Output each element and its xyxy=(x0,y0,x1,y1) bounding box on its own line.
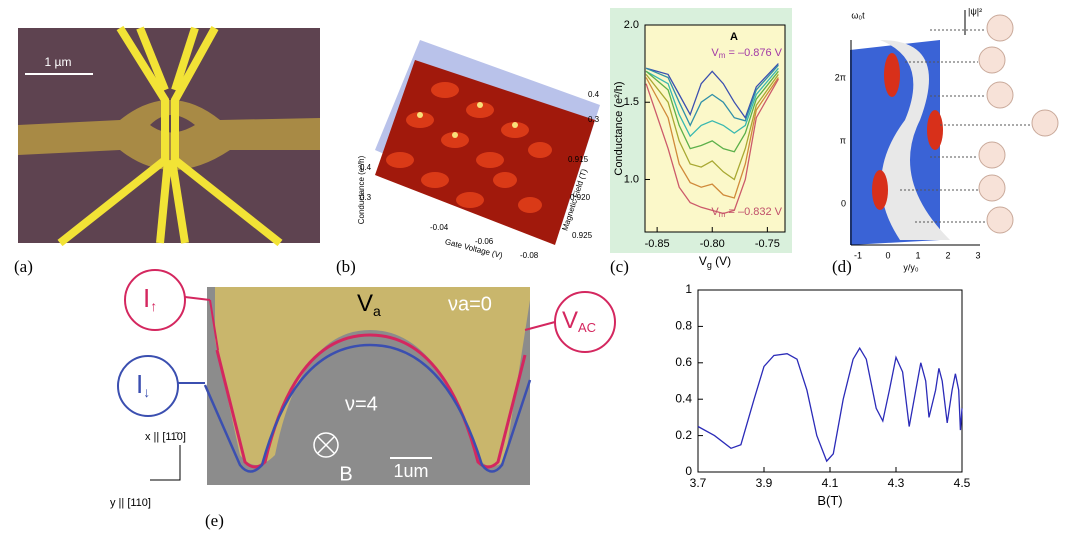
y-tick-label: 0.2 xyxy=(675,428,692,442)
axis-label: Gate Voltage (V) xyxy=(444,237,504,260)
label: ν=4 xyxy=(345,393,378,415)
tick-label: 0.3 xyxy=(588,115,600,124)
annotation: V xyxy=(711,47,719,59)
y-tick-label: 0 xyxy=(685,464,692,478)
tick-label: 0 xyxy=(885,250,890,260)
x-axis-label: B(T) xyxy=(817,493,842,508)
tick-label: 0.915 xyxy=(568,155,589,164)
tick-label: -0.04 xyxy=(430,223,449,232)
series-line xyxy=(645,64,779,127)
x-tick-label: 4.1 xyxy=(822,476,839,490)
chart-title: A xyxy=(730,31,738,43)
tick-label: 3 xyxy=(975,250,980,260)
x-tick-label: -0.75 xyxy=(755,238,780,250)
series-line xyxy=(645,63,779,120)
tick-label: 0 xyxy=(841,198,846,208)
tick-label: -0.08 xyxy=(520,251,539,260)
panel-a-image xyxy=(18,25,320,247)
panel-label: (d) xyxy=(832,257,852,276)
x-axis-label: g xyxy=(707,260,712,270)
plot-area xyxy=(697,289,963,473)
x-axis-label: Vg (V) xyxy=(699,254,731,270)
label: AC xyxy=(578,320,596,335)
annotation: = –0.876 V xyxy=(725,47,782,59)
annotation: m xyxy=(719,210,726,219)
tick-label: 2π xyxy=(835,72,846,82)
axis-direction: y || [110] xyxy=(110,497,151,509)
panel-label: (e) xyxy=(205,511,224,530)
tick-label: 0.925 xyxy=(572,231,593,240)
series-line xyxy=(645,70,779,153)
plot-area xyxy=(644,24,786,233)
x-tick-label: -0.85 xyxy=(645,238,670,250)
tick-label: 0.4 xyxy=(588,90,600,99)
panel-e-image xyxy=(117,269,616,485)
axis-label: Conductance (e²/h) xyxy=(357,155,366,224)
x-axis-label: V xyxy=(699,254,707,268)
annotation: V xyxy=(711,206,719,218)
series-line xyxy=(645,77,779,199)
axis-label: y/y₀ xyxy=(903,262,919,272)
tick-label: -0.06 xyxy=(475,237,494,246)
tick-label: π xyxy=(840,135,846,145)
label: B xyxy=(339,463,352,485)
annotation: m xyxy=(719,51,726,60)
axis-direction: x || [11̄0] xyxy=(145,431,186,443)
y-tick-label: 0.8 xyxy=(675,319,692,333)
y-axis-label: Conductance (e²/h) xyxy=(613,81,625,175)
panel-b-image xyxy=(375,40,600,245)
x-tick-label: 4.5 xyxy=(954,476,971,490)
label: ↓ xyxy=(143,384,150,400)
y-tick-label: 1 xyxy=(685,282,692,296)
scale-label: 1 µm xyxy=(45,55,72,69)
label: ↑ xyxy=(150,298,157,314)
label: νa=0 xyxy=(448,293,492,315)
scale-label: 1um xyxy=(393,461,428,481)
y-tick-label: 2.0 xyxy=(624,19,639,31)
x-tick-label: 3.7 xyxy=(690,476,707,490)
tick-label: 0.4 xyxy=(360,163,372,172)
annotation: = –0.832 V xyxy=(725,206,782,218)
panel-label: (b) xyxy=(336,257,356,276)
series-line xyxy=(645,78,779,215)
panel-label: (a) xyxy=(14,257,33,276)
series-line xyxy=(645,73,779,181)
x-tick-label: -0.80 xyxy=(700,238,725,250)
tick-label: 1 xyxy=(915,250,920,260)
series-line xyxy=(697,346,963,463)
y-tick-label: 0.6 xyxy=(675,355,692,369)
x-axis-label: (V) xyxy=(712,254,731,268)
y-tick-label: 1.5 xyxy=(624,96,639,108)
y-tick-label: 0.4 xyxy=(675,391,692,405)
x-tick-label: 3.9 xyxy=(756,476,773,490)
y-tick-label: 1.0 xyxy=(624,173,639,185)
tick-label: -1 xyxy=(854,250,862,260)
label: Va xyxy=(357,290,381,318)
series-line xyxy=(645,67,779,138)
label: I↑ xyxy=(143,283,157,314)
panel-d-image xyxy=(850,10,1059,246)
label: V xyxy=(562,307,578,334)
label: I xyxy=(136,369,143,399)
x-axis-label: B(T) xyxy=(817,493,842,508)
label: a xyxy=(373,303,381,319)
annotation: Vm = –0.832 V xyxy=(711,206,782,219)
annotation: Vm = –0.876 V xyxy=(711,47,782,60)
tick-label: 0.920 xyxy=(570,193,591,202)
label: I xyxy=(143,283,150,313)
axis-label: ω₀t xyxy=(851,10,865,20)
label: VAC xyxy=(562,307,596,335)
label: V xyxy=(357,290,373,317)
tick-label: 0.3 xyxy=(360,193,372,202)
label: I↓ xyxy=(136,369,150,400)
tick-label: 2 xyxy=(945,250,950,260)
x-tick-label: 4.3 xyxy=(888,476,905,490)
axis-label: |ψ|² xyxy=(968,6,982,16)
panel-label: (c) xyxy=(610,257,629,276)
